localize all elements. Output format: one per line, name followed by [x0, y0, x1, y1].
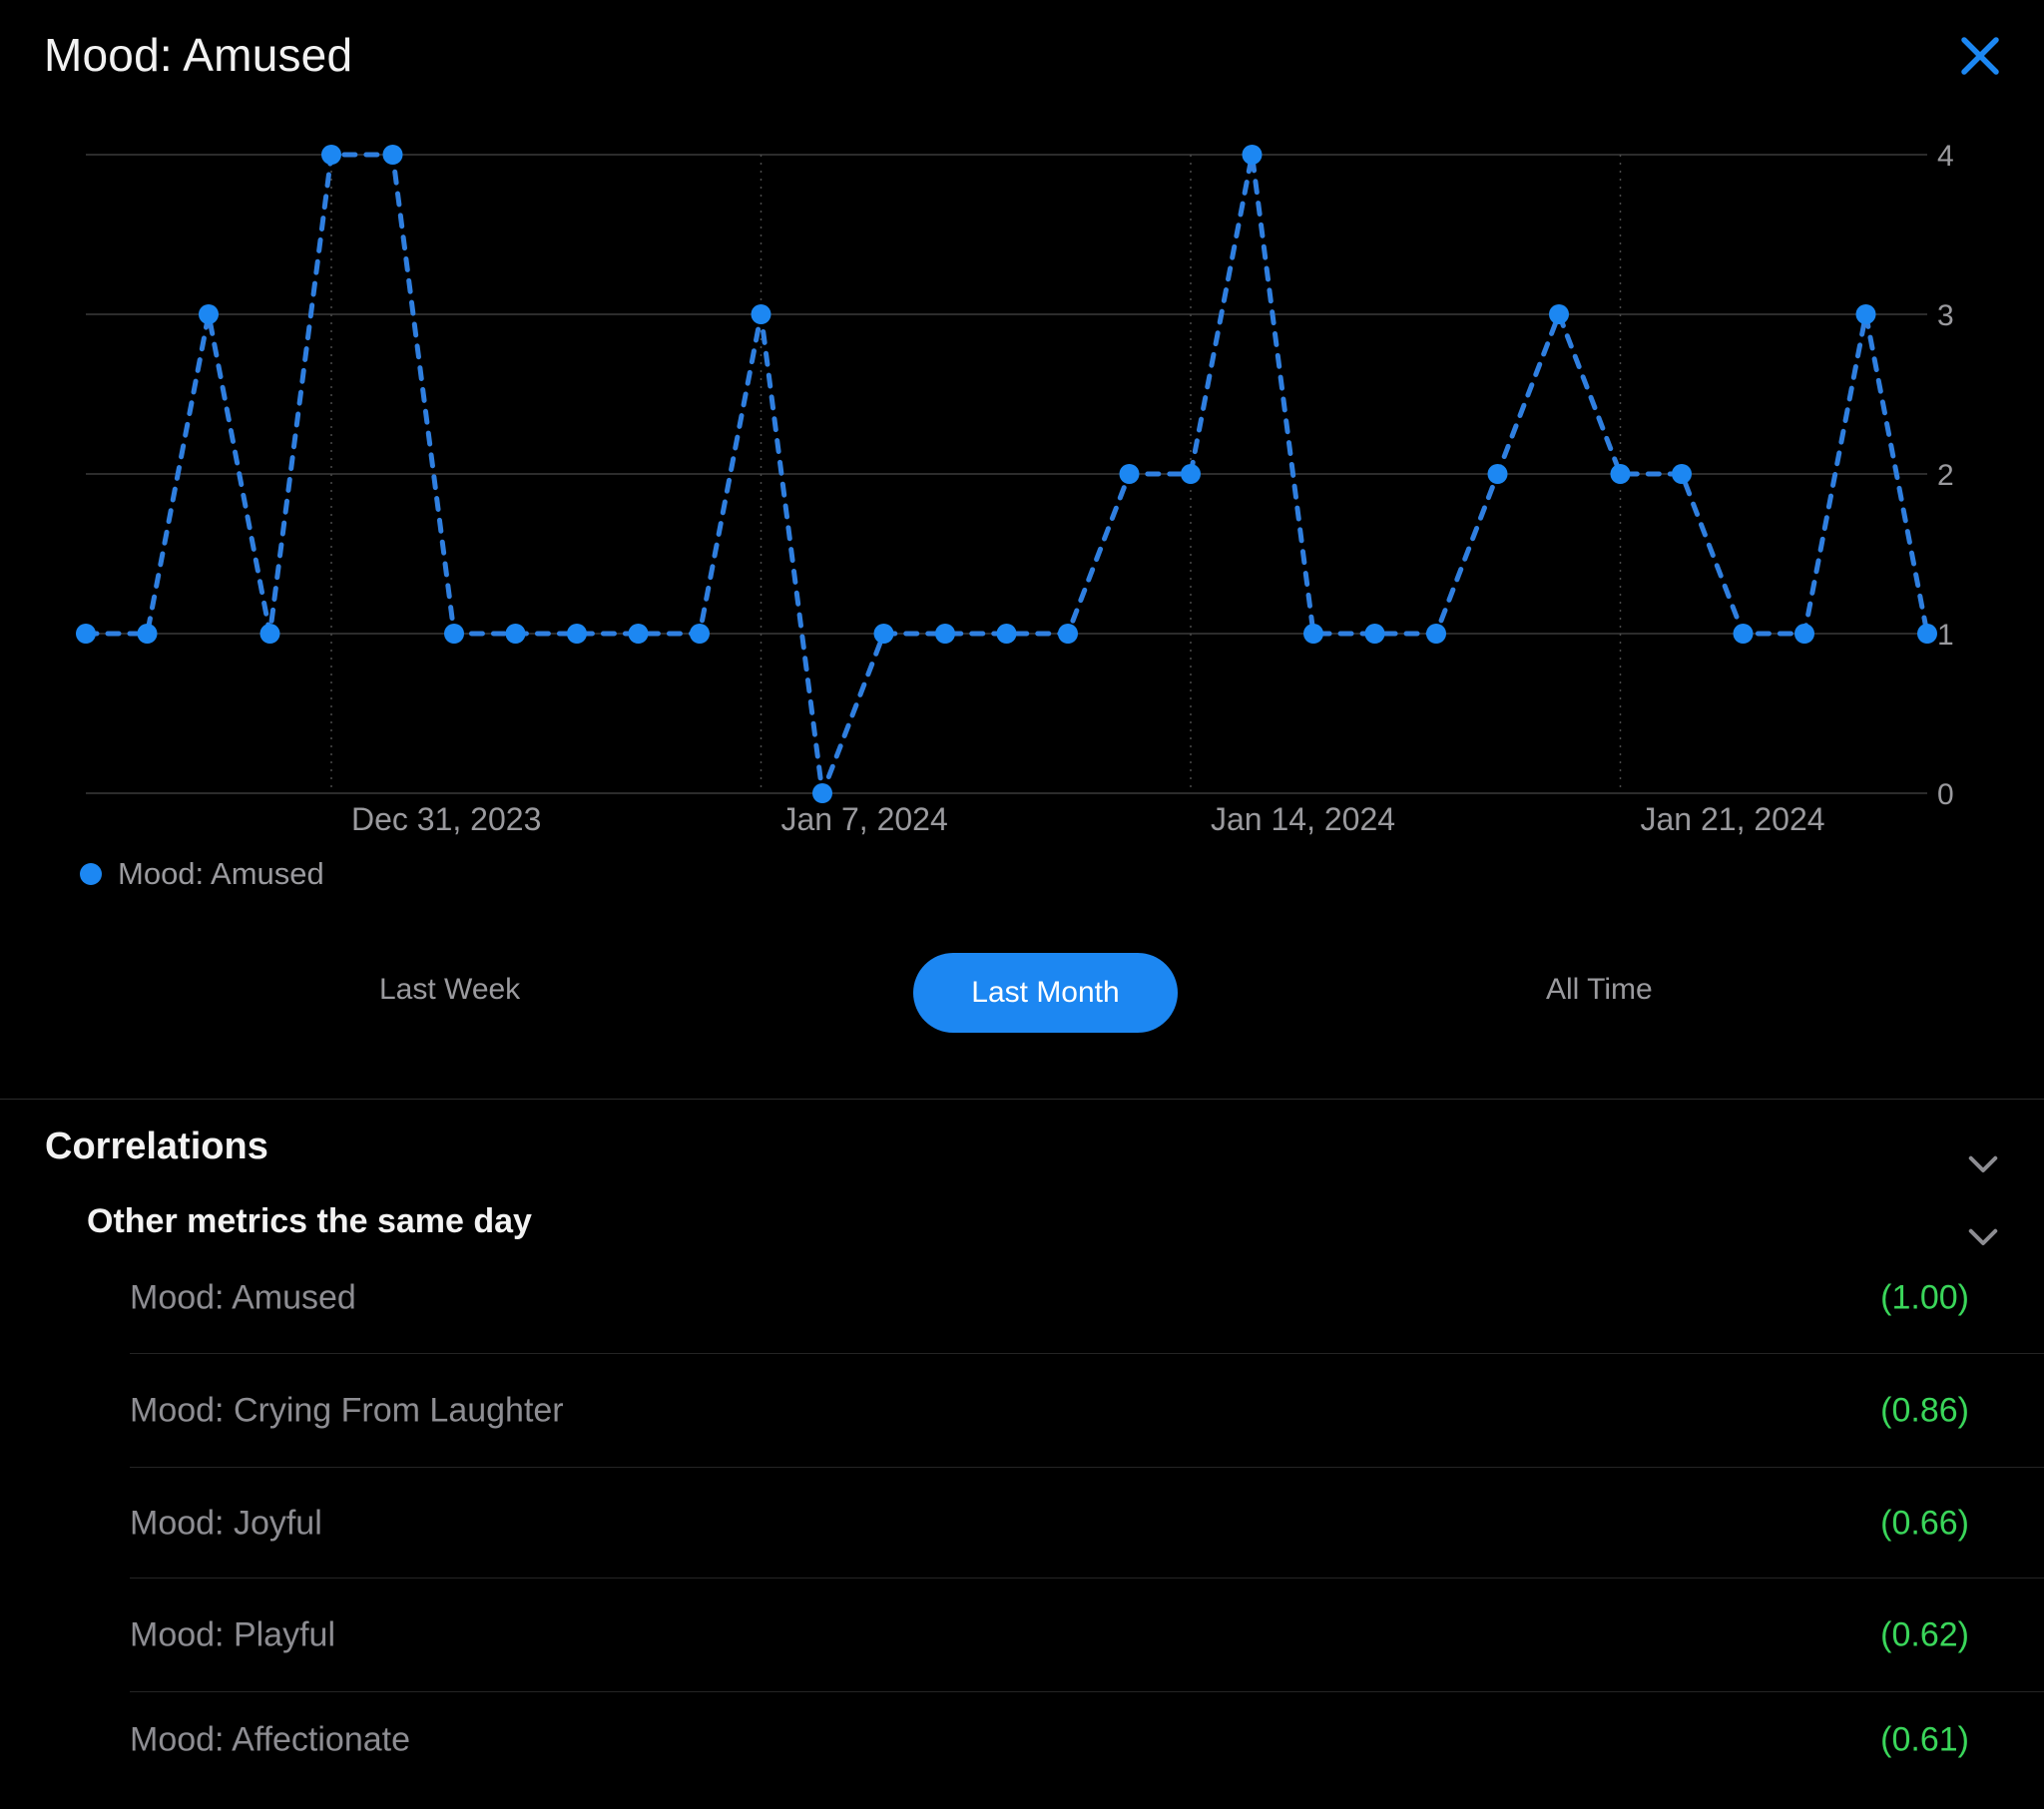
svg-text:Jan 7, 2024: Jan 7, 2024 — [781, 801, 948, 837]
svg-text:3: 3 — [1937, 299, 1954, 332]
svg-text:Jan 14, 2024: Jan 14, 2024 — [1211, 801, 1395, 837]
svg-text:0: 0 — [1937, 778, 1954, 811]
svg-text:Dec 31, 2023: Dec 31, 2023 — [351, 801, 541, 837]
svg-text:4: 4 — [1937, 140, 1954, 173]
svg-text:Jan 21, 2024: Jan 21, 2024 — [1641, 801, 1825, 837]
svg-text:2: 2 — [1937, 459, 1954, 492]
svg-text:1: 1 — [1937, 619, 1954, 652]
